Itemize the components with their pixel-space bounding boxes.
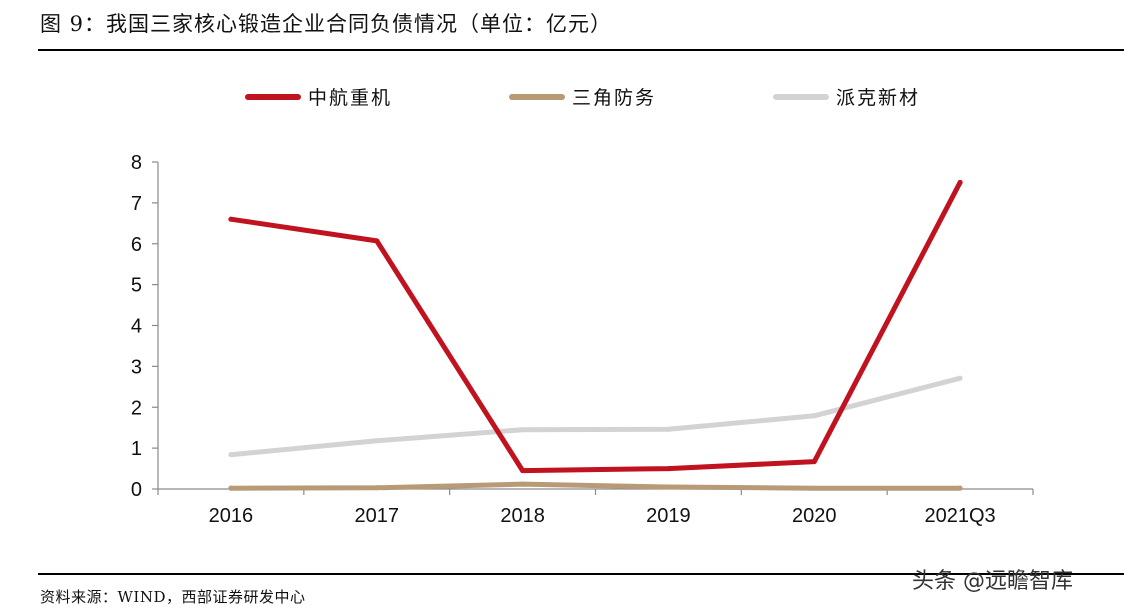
data-point xyxy=(957,485,963,491)
watermark: 头条 @远瞻智库 xyxy=(912,569,1073,594)
x-tick-label: 2020 xyxy=(792,505,837,527)
data-point xyxy=(957,179,963,185)
data-point xyxy=(228,216,234,222)
y-tick-label: 4 xyxy=(131,316,142,338)
data-point xyxy=(520,468,526,474)
y-tick-label: 8 xyxy=(131,152,142,174)
y-tick-label: 5 xyxy=(131,275,142,297)
y-tick-label: 7 xyxy=(131,193,142,215)
data-point xyxy=(665,466,671,472)
data-point xyxy=(374,238,380,244)
x-tick-label: 2019 xyxy=(646,505,691,527)
x-tick-label: 2016 xyxy=(209,505,254,527)
series-line-0 xyxy=(228,179,963,474)
data-point xyxy=(811,485,817,491)
y-tick-label: 3 xyxy=(131,356,142,378)
data-point xyxy=(665,484,671,490)
data-point xyxy=(811,413,817,419)
data-point xyxy=(811,459,817,465)
data-point xyxy=(228,452,234,458)
data-point xyxy=(957,375,963,381)
data-point xyxy=(374,438,380,444)
source-note: 资料来源：WIND，西部证券研发中心 xyxy=(40,588,306,606)
legend-label: 三角防务 xyxy=(572,87,656,109)
data-point xyxy=(665,426,671,432)
x-tick-label: 2021Q3 xyxy=(924,505,995,527)
series-line-1 xyxy=(228,481,963,491)
y-tick-label: 2 xyxy=(131,397,142,419)
y-tick-label: 6 xyxy=(131,234,142,256)
legend-label: 派克新材 xyxy=(836,87,920,109)
data-point xyxy=(520,481,526,487)
title-divider xyxy=(38,49,1124,51)
legend: 中航重机 三角防务 派克新材 xyxy=(245,87,920,109)
data-point xyxy=(374,485,380,491)
axes: 0 1 2 3 4 5 6 7 8 2016 2017 2018 2019 2020 2021Q3 xyxy=(131,152,1034,527)
data-point xyxy=(520,427,526,433)
y-tick-label: 1 xyxy=(131,438,142,460)
x-tick-label: 2018 xyxy=(500,505,545,527)
figure-title: 图 9：我国三家核心锻造企业合同负债情况（单位：亿元） xyxy=(40,12,613,36)
series-line-2 xyxy=(228,375,963,458)
y-tick-label: 0 xyxy=(131,479,142,501)
footer-divider xyxy=(38,573,1124,575)
series-lines xyxy=(228,179,963,491)
data-point xyxy=(228,485,234,491)
legend-label: 中航重机 xyxy=(308,87,392,109)
x-tick-label: 2017 xyxy=(355,505,400,527)
